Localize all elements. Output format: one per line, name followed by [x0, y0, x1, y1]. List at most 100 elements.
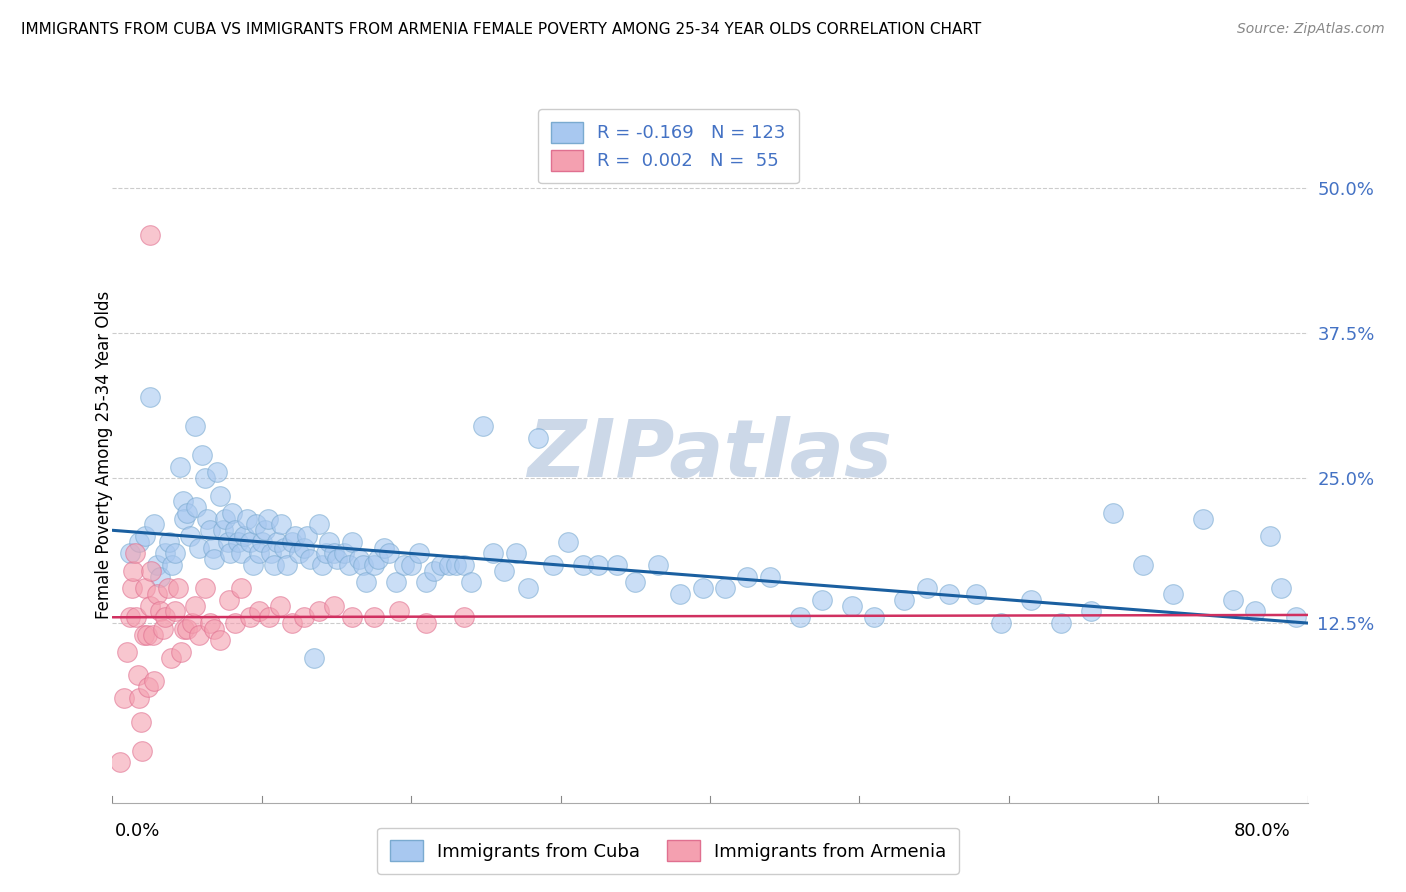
- Point: [162, 558, 183, 573]
- Point: [990, 615, 1012, 630]
- Point: [472, 418, 495, 433]
- Point: [176, 506, 198, 520]
- Point: [298, 552, 321, 566]
- Point: [125, 610, 148, 624]
- Point: [302, 651, 325, 665]
- Point: [188, 628, 211, 642]
- Point: [453, 610, 475, 624]
- Point: [270, 517, 292, 532]
- Point: [408, 546, 430, 561]
- Y-axis label: Female Poverty Among 25-34 Year Olds: Female Poverty Among 25-34 Year Olds: [96, 291, 112, 619]
- Point: [201, 541, 224, 555]
- Point: [127, 668, 149, 682]
- Point: [422, 564, 444, 578]
- Point: [401, 558, 423, 573]
- Point: [143, 674, 166, 689]
- Point: [714, 582, 737, 596]
- Point: [141, 564, 163, 578]
- Point: [1244, 605, 1267, 619]
- Point: [669, 587, 692, 601]
- Point: [149, 605, 172, 619]
- Point: [253, 523, 276, 537]
- Point: [183, 599, 205, 613]
- Point: [153, 610, 176, 624]
- Point: [120, 546, 142, 561]
- Point: [363, 610, 385, 624]
- Point: [572, 558, 595, 573]
- Point: [811, 592, 834, 607]
- Point: [437, 558, 460, 573]
- Point: [128, 691, 150, 706]
- Point: [176, 622, 198, 636]
- Point: [863, 610, 886, 624]
- Point: [236, 511, 259, 525]
- Point: [1192, 511, 1215, 525]
- Point: [156, 582, 179, 596]
- Point: [194, 471, 217, 485]
- Point: [205, 466, 228, 480]
- Point: [179, 529, 201, 543]
- Text: 80.0%: 80.0%: [1234, 822, 1291, 840]
- Point: [378, 546, 401, 561]
- Point: [363, 558, 385, 573]
- Point: [139, 390, 162, 404]
- Point: [146, 587, 169, 601]
- Point: [117, 645, 139, 659]
- Point: [224, 615, 246, 630]
- Point: [134, 582, 156, 596]
- Point: [165, 546, 187, 561]
- Point: [188, 541, 211, 555]
- Point: [202, 552, 225, 566]
- Point: [239, 534, 262, 549]
- Point: [239, 610, 262, 624]
- Point: [242, 558, 264, 573]
- Point: [1102, 506, 1125, 520]
- Point: [121, 582, 143, 596]
- Point: [180, 615, 202, 630]
- Point: [224, 523, 246, 537]
- Point: [1019, 592, 1042, 607]
- Point: [259, 610, 281, 624]
- Point: [1132, 558, 1154, 573]
- Point: [527, 431, 550, 445]
- Point: [229, 546, 252, 561]
- Point: [388, 605, 411, 619]
- Point: [129, 714, 152, 729]
- Point: [315, 546, 337, 561]
- Point: [482, 546, 505, 561]
- Text: 0.0%: 0.0%: [115, 822, 160, 840]
- Point: [352, 558, 374, 573]
- Point: [221, 506, 243, 520]
- Point: [1050, 615, 1073, 630]
- Point: [194, 582, 217, 596]
- Point: [1080, 605, 1102, 619]
- Point: [219, 546, 242, 561]
- Point: [505, 546, 527, 561]
- Point: [893, 592, 915, 607]
- Point: [789, 610, 811, 624]
- Point: [167, 582, 190, 596]
- Point: [135, 628, 157, 642]
- Point: [186, 500, 208, 514]
- Point: [460, 575, 482, 590]
- Point: [415, 615, 437, 630]
- Point: [737, 570, 759, 584]
- Point: [152, 622, 174, 636]
- Point: [139, 599, 162, 613]
- Point: [1285, 610, 1308, 624]
- Point: [114, 691, 135, 706]
- Point: [295, 529, 318, 543]
- Point: [492, 564, 515, 578]
- Point: [373, 541, 395, 555]
- Point: [273, 541, 295, 555]
- Point: [208, 489, 231, 503]
- Point: [430, 558, 453, 573]
- Point: [108, 755, 131, 769]
- Point: [143, 517, 166, 532]
- Text: Source: ZipAtlas.com: Source: ZipAtlas.com: [1237, 22, 1385, 37]
- Point: [308, 605, 330, 619]
- Point: [128, 534, 150, 549]
- Point: [250, 534, 273, 549]
- Point: [938, 587, 960, 601]
- Point: [173, 622, 195, 636]
